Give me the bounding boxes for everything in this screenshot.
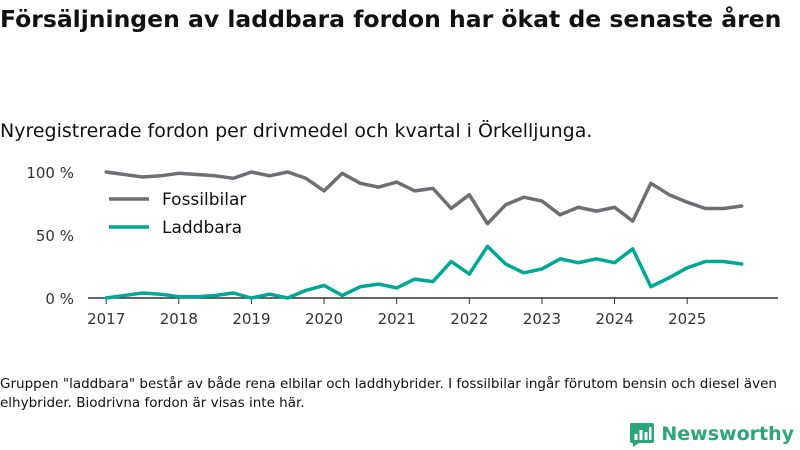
line-chart: 0 % 50 % 100 % 2017 2018 2019 2020 2021 2022 202…	[26, 164, 778, 328]
x-tick-label: 2017	[87, 310, 125, 328]
x-tick-label: 2025	[668, 310, 706, 328]
legend-label-fossilbilar: Fossilbilar	[162, 190, 246, 210]
y-tick-label: 100 %	[26, 164, 74, 182]
x-tick-label: 2020	[305, 310, 343, 328]
x-tick-label: 2019	[232, 310, 270, 328]
legend-label-laddbara: Laddbara	[162, 218, 242, 238]
page-title: Försäljningen av laddbara fordon har öka…	[0, 5, 782, 33]
x-tick-label: 2021	[378, 310, 416, 328]
x-tick-label: 2022	[450, 310, 488, 328]
brand: Newsworthy	[629, 420, 794, 448]
chart-subtitle: Nyregistrerade fordon per drivmedel och …	[0, 120, 593, 142]
y-axis: 0 % 50 % 100 %	[26, 164, 74, 308]
series-lines	[104, 170, 744, 300]
x-tick-label: 2018	[160, 310, 198, 328]
brand-name: Newsworthy	[661, 423, 794, 445]
newsworthy-logo-icon	[630, 423, 655, 447]
x-tick-label: 2023	[523, 310, 561, 328]
series-line-laddbara	[104, 244, 744, 300]
series-line-fossilbilar	[104, 170, 744, 226]
footnote: Gruppen "laddbara" består av både rena e…	[0, 376, 777, 411]
x-axis: 2017 2018 2019 2020 2021 2022 2023 2024 2025	[87, 298, 706, 328]
legend: Fossilbilar Laddbara	[109, 190, 246, 238]
x-tick-label: 2024	[595, 310, 633, 328]
y-tick-label: 0 %	[45, 290, 74, 308]
y-tick-label: 50 %	[36, 227, 74, 245]
